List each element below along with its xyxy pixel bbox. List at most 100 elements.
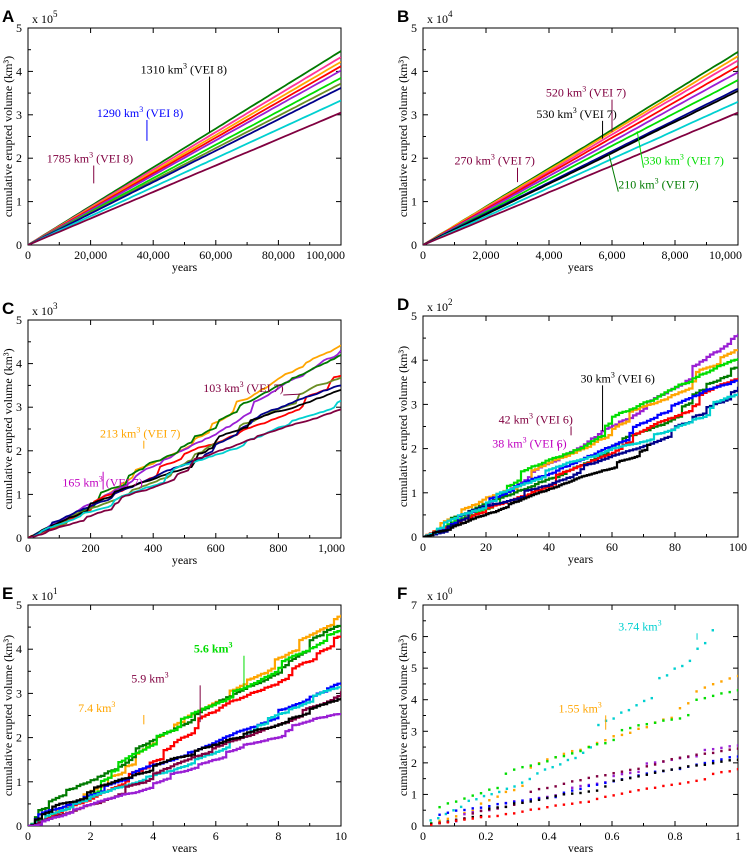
y-tick-label: 5 (411, 309, 417, 323)
series-line-purple (28, 69, 341, 245)
data-point (504, 790, 508, 794)
data-point (736, 755, 738, 758)
data-point (629, 768, 632, 772)
x-tick-label: 1 (735, 829, 741, 843)
x-tick-label: 60 (606, 540, 618, 554)
annotation-label: 3.74 km3 (618, 618, 661, 633)
data-point (720, 770, 723, 774)
data-point (554, 794, 557, 798)
x-axis-title: years (172, 260, 198, 274)
data-point (604, 781, 607, 785)
data-point (571, 780, 574, 783)
series-line-maroon (28, 111, 341, 245)
data-point (529, 766, 532, 769)
data-point (670, 783, 673, 787)
data-point (703, 752, 707, 755)
x-tick-label: 600 (207, 541, 225, 555)
annotation-vei: (VEI 8) (143, 106, 183, 120)
series-group (28, 50, 341, 245)
data-point (504, 772, 508, 775)
data-point (479, 806, 483, 809)
exponent-base: x 10 (427, 300, 448, 314)
annotation-label: 530 km3 (VEI 7) (536, 106, 616, 121)
y-tick-label: 6 (411, 630, 417, 644)
annotation-vei: (VEI 8) (187, 63, 227, 77)
annotation-value: 213 km (100, 427, 137, 441)
annotation-value: 30 km (581, 371, 612, 385)
data-point (653, 761, 657, 764)
y-tick-label: 3 (16, 400, 22, 414)
data-point (604, 774, 607, 777)
data-point (536, 772, 539, 775)
x-tick-label: 40,000 (137, 248, 170, 262)
data-point (604, 785, 607, 788)
data-point (504, 802, 508, 805)
annotation-label: 103 km3 (VEI 7) (203, 380, 283, 395)
data-point (482, 794, 486, 798)
x-tick-label: 1,000 (318, 541, 345, 555)
annotation-vei: (VEI 7) (244, 381, 284, 395)
series-line-darkgreen (28, 624, 341, 826)
data-point (658, 676, 661, 680)
data-point (736, 689, 738, 692)
x-tick-label: 80 (669, 540, 681, 554)
data-point (620, 772, 624, 776)
data-point (736, 767, 738, 771)
series-group (429, 629, 738, 826)
y-exponent-label: x 102 (427, 297, 453, 314)
data-point (463, 797, 466, 800)
exponent-base: x 10 (32, 589, 53, 603)
data-point (681, 664, 684, 668)
x-tick-label: 6 (213, 829, 219, 843)
data-point (521, 810, 524, 813)
data-point (587, 784, 590, 788)
y-tick-label: 1 (16, 487, 22, 501)
annotation-superscript: 3 (136, 426, 140, 435)
annotation-value: 42 km (499, 412, 530, 426)
data-point (653, 771, 657, 774)
data-point (429, 819, 432, 822)
data-point (521, 799, 524, 802)
annotation-vei: (VEI 6) (533, 412, 573, 426)
data-point (662, 784, 665, 788)
data-point (595, 775, 599, 778)
y-tick-label: 1 (411, 787, 417, 801)
data-point (562, 754, 566, 758)
series-group (423, 333, 738, 537)
annotation-leader (636, 131, 644, 168)
y-tick-label: 0 (411, 819, 417, 833)
data-point (463, 808, 466, 812)
x-axis-title: years (568, 841, 594, 852)
data-point (587, 790, 590, 793)
x-tick-label: 0.4 (542, 829, 557, 843)
data-point (571, 752, 574, 755)
data-point (637, 788, 640, 792)
annotation-label: 42 km3 (VEI 6) (499, 411, 573, 426)
x-tick-label: 100 (729, 540, 747, 554)
x-axis-title: years (568, 552, 594, 566)
y-tick-label: 5 (16, 598, 22, 612)
data-point (479, 809, 483, 813)
series-line-cyan (28, 99, 341, 245)
data-point (562, 793, 566, 796)
data-point (620, 733, 624, 737)
data-point (728, 690, 731, 694)
data-point (446, 811, 450, 814)
annotation-value: 5.9 km (131, 671, 165, 685)
annotation-value: 5.6 km (194, 642, 229, 656)
data-point (512, 788, 516, 792)
y-exponent-label: x 100 (427, 586, 453, 603)
data-point (695, 753, 698, 756)
data-point (438, 821, 441, 825)
series-line-cyan (423, 100, 738, 245)
x-tick-label: 60,000 (199, 248, 232, 262)
data-point (446, 821, 450, 824)
data-point (645, 787, 649, 790)
data-point (546, 805, 549, 809)
y-tick-label: 3 (411, 108, 417, 122)
data-point (720, 692, 723, 695)
data-point (537, 798, 541, 802)
data-point (471, 809, 474, 813)
annotation-value: 1785 km (47, 152, 90, 166)
